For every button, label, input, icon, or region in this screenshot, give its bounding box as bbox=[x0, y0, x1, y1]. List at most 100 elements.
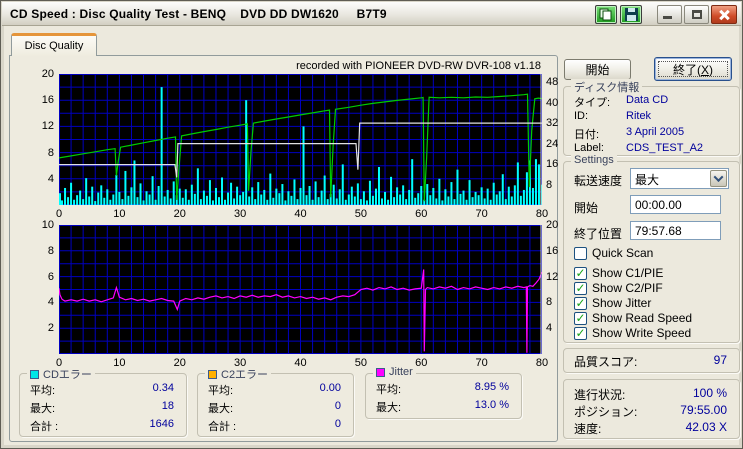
c1-avg-label: 平均: bbox=[30, 385, 56, 397]
checkbox-icon: ✓ bbox=[574, 296, 587, 310]
checkbox-label: Show Write Speed bbox=[592, 326, 692, 340]
checkbox-icon bbox=[574, 246, 587, 260]
disc-id-label: ID: bbox=[574, 110, 589, 122]
checkbox-icon: ✓ bbox=[574, 326, 587, 340]
x-axis-bottom-chart: 0 10 20 30 40 50 60 70 80 bbox=[55, 357, 549, 369]
quality-score-group: 品質スコア: 97 bbox=[563, 348, 740, 373]
position-label: ポジション: bbox=[574, 405, 638, 419]
quality-score-label: 品質スコア: bbox=[574, 355, 638, 369]
transfer-speed-select[interactable]: 最大 bbox=[630, 168, 729, 189]
title-bar[interactable]: CD Speed : Disc Quality Test - BENQ DVD … bbox=[2, 2, 741, 26]
disc-type-label: タイプ: bbox=[574, 97, 611, 109]
start-position-value: 00:00.00 bbox=[635, 197, 682, 212]
end-position-value: 79:57.68 bbox=[635, 223, 682, 238]
speed-value: 42.03 X bbox=[685, 420, 727, 434]
c2-max-label: 最大: bbox=[208, 403, 234, 415]
c1-total-label: 合計 : bbox=[30, 421, 59, 433]
save-icon bbox=[624, 8, 638, 21]
disc-label-value: CDS_TEST_A2 bbox=[626, 142, 704, 154]
jitter-box-title: Jitter bbox=[389, 366, 413, 378]
checkbox-show-read-speed[interactable]: ✓ Show Read Speed bbox=[574, 311, 692, 325]
c1-avg-value: 0.34 bbox=[152, 382, 174, 394]
progress-group: 進行状況: 100 % ポジション: 79:55.00 速度: 42.03 X bbox=[563, 379, 740, 439]
quality-score-value: 97 bbox=[713, 353, 727, 367]
maximize-icon bbox=[691, 10, 702, 19]
save-icon[interactable] bbox=[620, 5, 642, 24]
transfer-speed-label: 転送速度 bbox=[574, 174, 623, 188]
disc-label-label: Label: bbox=[574, 142, 604, 154]
quality-chart-top: 20 16 12 8 4 48 40 32 24 16 8 0 10 20 30 40 50 60 70 80 bbox=[10, 68, 559, 220]
c1-box-title: CDエラー bbox=[43, 369, 92, 381]
c2-avg-value: 0.00 bbox=[319, 382, 341, 394]
copy-icon bbox=[599, 8, 612, 21]
window-title: CD Speed : Disc Quality Test - BENQ DVD … bbox=[10, 6, 387, 21]
tab-disc-quality[interactable]: Disc Quality bbox=[11, 33, 97, 56]
jitter-avg-label: 平均: bbox=[376, 384, 402, 396]
exit-button-label: 終了(X) bbox=[672, 62, 713, 77]
recorded-with-text: recorded with PIONEER DVD-RW DVR-108 v1.… bbox=[296, 60, 541, 72]
speed-label: 速度: bbox=[574, 422, 602, 436]
c2-box-title: C2エラー bbox=[221, 369, 269, 381]
exit-button[interactable]: 終了(X) bbox=[654, 57, 732, 81]
combo-dropdown-button[interactable] bbox=[710, 170, 727, 187]
disc-info-group: ディスク情報 タイプ: Data CD ID: Ritek 日付: 3 April 2… bbox=[563, 79, 740, 156]
progress-value: 100 % bbox=[692, 386, 727, 400]
minimize-button[interactable] bbox=[657, 5, 682, 24]
checkbox-show-jitter[interactable]: ✓ Show Jitter bbox=[574, 296, 651, 310]
checkbox-quick-scan[interactable]: Quick Scan bbox=[574, 246, 653, 260]
c1-error-stats-box: CDエラー 平均: 0.34 最大: 18 合計 : 1646 bbox=[19, 366, 187, 437]
settings-title: Settings bbox=[571, 154, 617, 166]
top-chart-plot bbox=[59, 74, 542, 205]
checkbox-label: Show Read Speed bbox=[592, 311, 693, 325]
transfer-speed-value: 最大 bbox=[635, 173, 660, 187]
disc-quality-panel: recorded with PIONEER DVD-RW DVR-108 v1.… bbox=[9, 55, 558, 442]
end-pos-label: 終了位置 bbox=[574, 227, 623, 241]
x-axis-top-chart: 0 10 20 30 40 50 60 70 80 bbox=[55, 208, 549, 220]
c1-max-label: 最大: bbox=[30, 403, 56, 415]
minimize-icon bbox=[663, 16, 672, 19]
checkbox-label: Show C1/PIE bbox=[592, 266, 664, 280]
close-button[interactable] bbox=[711, 5, 737, 24]
c1-legend-swatch bbox=[30, 369, 39, 379]
c2-max-value: 0 bbox=[334, 400, 341, 412]
start-position-input[interactable]: 00:00.00 bbox=[630, 195, 721, 214]
copy-icon[interactable] bbox=[595, 5, 617, 24]
checkbox-icon: ✓ bbox=[574, 266, 587, 280]
disc-date-label: 日付: bbox=[574, 129, 600, 141]
c2-error-stats-box: C2エラー 平均: 0.00 最大: 0 合計 : 0 bbox=[197, 366, 354, 437]
checkbox-show-c2-pif[interactable]: ✓ Show C2/PIF bbox=[574, 281, 663, 295]
disc-date-value: 3 April 2005 bbox=[626, 126, 685, 138]
position-value: 79:55.00 bbox=[680, 403, 727, 417]
c1-total-value: 1646 bbox=[149, 418, 174, 430]
checkbox-icon: ✓ bbox=[574, 311, 587, 325]
end-position-input[interactable]: 79:57.68 bbox=[630, 221, 721, 240]
chevron-down-icon bbox=[713, 172, 724, 183]
y-axis-right-top-chart: 48 40 32 24 16 8 bbox=[546, 76, 559, 191]
checkbox-label: Quick Scan bbox=[592, 246, 654, 260]
focus-rect bbox=[658, 61, 728, 77]
jitter-max-value: 13.0 % bbox=[474, 399, 509, 411]
start-button[interactable]: 開始 bbox=[564, 59, 631, 80]
jitter-max-label: 最大: bbox=[376, 402, 402, 414]
c2-total-label: 合計 : bbox=[208, 421, 237, 433]
start-button-label: 開始 bbox=[585, 63, 610, 77]
y-axis-left-bottom-chart: 10 8 6 4 2 bbox=[41, 219, 54, 335]
progress-label: 進行状況: bbox=[574, 388, 626, 402]
c2-legend-swatch bbox=[208, 369, 217, 379]
checkbox-show-write-speed[interactable]: ✓ Show Write Speed bbox=[574, 326, 691, 340]
bottom-chart-plot bbox=[59, 225, 542, 354]
y-axis-left-top-chart: 20 16 12 8 4 bbox=[41, 68, 54, 185]
checkbox-icon: ✓ bbox=[574, 281, 587, 295]
settings-group: Settings 転送速度 最大 開始 00:00.00 終了位置 79:57.… bbox=[563, 154, 740, 343]
maximize-button[interactable] bbox=[684, 5, 709, 24]
close-icon bbox=[718, 9, 730, 21]
jitter-legend-swatch bbox=[376, 367, 385, 377]
disc-info-title: ディスク情報 bbox=[571, 79, 643, 95]
y-axis-right-bottom-chart: 20 16 12 8 4 bbox=[546, 219, 559, 335]
start-pos-label: 開始 bbox=[574, 201, 599, 215]
checkbox-label: Show Jitter bbox=[592, 296, 652, 310]
checkbox-show-c1-pie[interactable]: ✓ Show C1/PIE bbox=[574, 266, 663, 280]
c2-avg-label: 平均: bbox=[208, 385, 234, 397]
tab-label: Disc Quality bbox=[24, 40, 84, 52]
